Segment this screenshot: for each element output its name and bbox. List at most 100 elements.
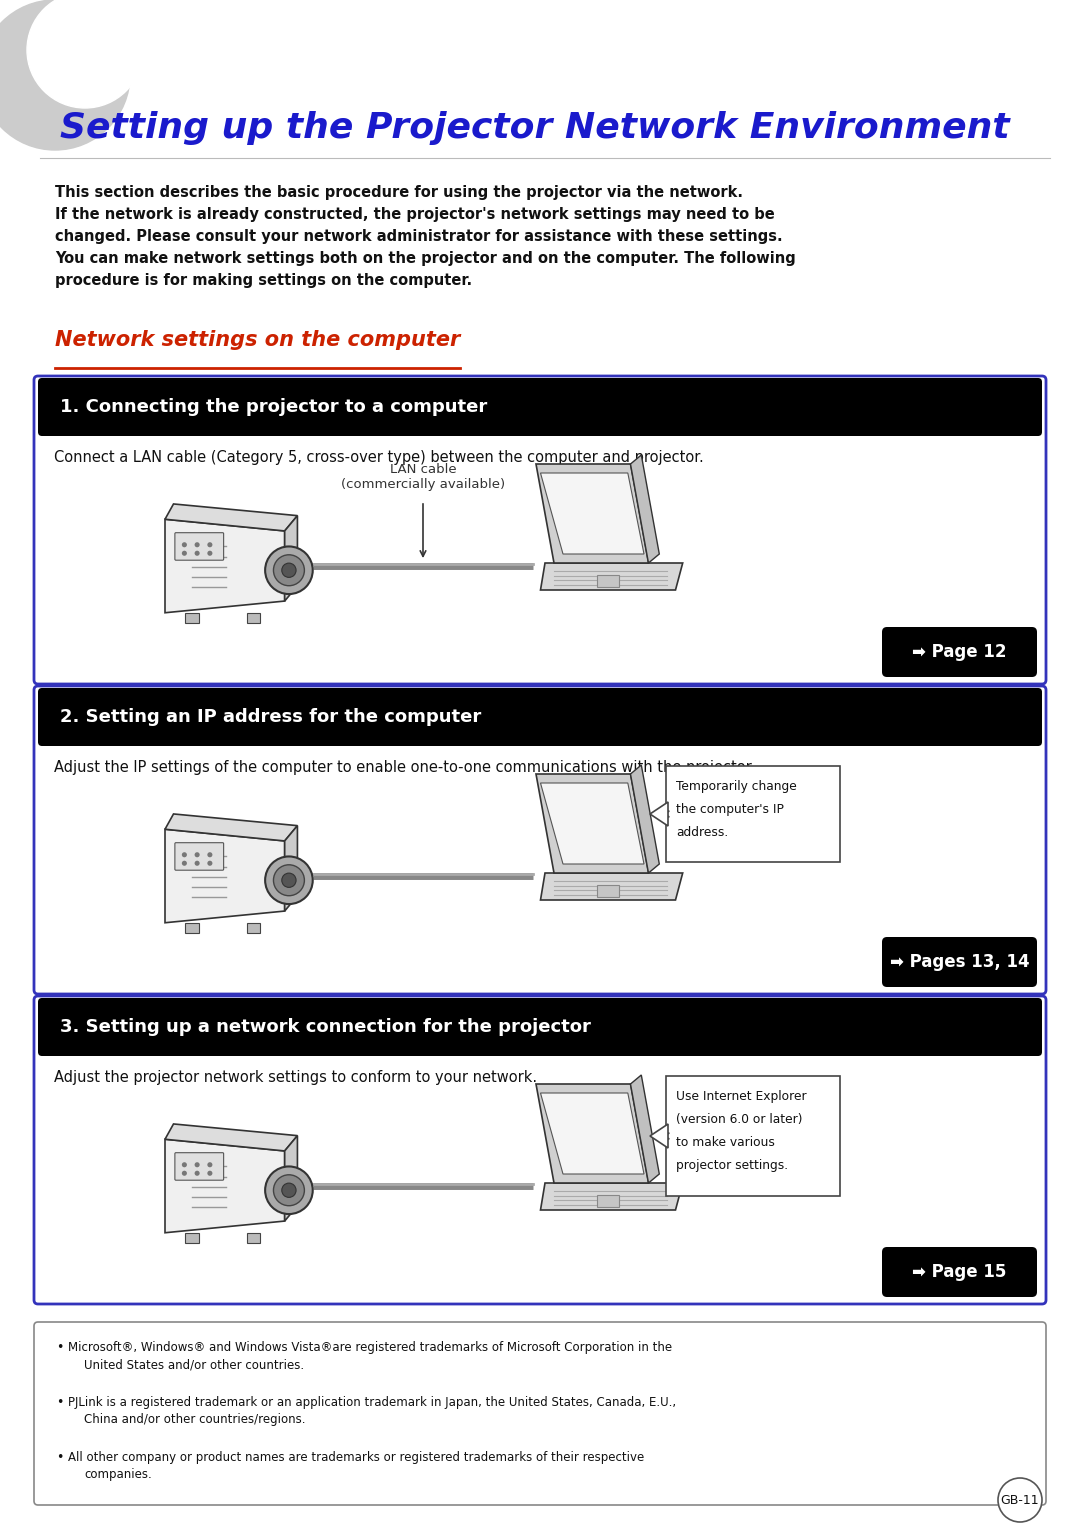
FancyBboxPatch shape (666, 767, 840, 863)
FancyBboxPatch shape (33, 997, 1047, 1305)
Text: •: • (56, 1396, 64, 1410)
Circle shape (181, 1170, 187, 1177)
Circle shape (207, 1170, 213, 1177)
Text: •: • (56, 1341, 64, 1353)
Bar (597, 575, 619, 587)
Circle shape (0, 0, 130, 149)
Text: United States and/or other countries.: United States and/or other countries. (84, 1358, 305, 1372)
Text: Microsoft®, Windows® and Windows Vista®are registered trademarks of Microsoft Co: Microsoft®, Windows® and Windows Vista®a… (68, 1341, 672, 1353)
Circle shape (265, 1166, 313, 1215)
Circle shape (194, 1170, 200, 1177)
Polygon shape (536, 774, 648, 873)
Text: to make various: to make various (676, 1135, 774, 1149)
Text: Setting up the Projector Network Environment: Setting up the Projector Network Environ… (60, 111, 1010, 145)
Circle shape (282, 873, 296, 887)
Text: address.: address. (676, 826, 728, 840)
Text: Network settings on the computer: Network settings on the computer (55, 331, 460, 351)
Polygon shape (540, 1183, 683, 1210)
FancyBboxPatch shape (38, 687, 1042, 747)
Text: •: • (56, 1451, 64, 1465)
Circle shape (998, 1478, 1042, 1522)
Text: Adjust the projector network settings to conform to your network.: Adjust the projector network settings to… (54, 1070, 537, 1085)
Circle shape (273, 1175, 305, 1205)
Text: changed. Please consult your network administrator for assistance with these set: changed. Please consult your network adm… (55, 229, 783, 244)
Bar (597, 885, 619, 898)
Text: Connect a LAN cable (Category 5, cross-over type) between the computer and proje: Connect a LAN cable (Category 5, cross-o… (54, 450, 704, 465)
Text: China and/or other countries/regions.: China and/or other countries/regions. (84, 1413, 306, 1426)
Polygon shape (540, 472, 644, 555)
Text: (version 6.0 or later): (version 6.0 or later) (676, 1113, 802, 1126)
Circle shape (27, 0, 143, 108)
Bar (246, 922, 260, 933)
Polygon shape (165, 1140, 285, 1233)
Circle shape (207, 852, 213, 858)
Polygon shape (631, 456, 659, 562)
Polygon shape (536, 463, 648, 562)
Polygon shape (165, 829, 285, 922)
Bar (597, 1195, 619, 1207)
Polygon shape (285, 515, 297, 600)
FancyBboxPatch shape (666, 1076, 840, 1196)
Polygon shape (285, 826, 297, 911)
Polygon shape (650, 1125, 669, 1148)
Polygon shape (165, 520, 285, 613)
Text: If the network is already constructed, the projector's network settings may need: If the network is already constructed, t… (55, 207, 774, 223)
Polygon shape (631, 1074, 659, 1183)
Circle shape (265, 547, 313, 594)
Text: All other company or product names are trademarks or registered trademarks of th: All other company or product names are t… (68, 1451, 645, 1465)
FancyBboxPatch shape (175, 1152, 224, 1180)
Polygon shape (540, 783, 644, 864)
Polygon shape (165, 814, 297, 841)
Circle shape (282, 1183, 296, 1198)
Text: the computer's IP: the computer's IP (676, 803, 784, 815)
Circle shape (181, 861, 187, 866)
Circle shape (194, 861, 200, 866)
Circle shape (194, 543, 200, 547)
Circle shape (181, 550, 187, 556)
Text: procedure is for making settings on the computer.: procedure is for making settings on the … (55, 273, 472, 288)
Text: GB-11: GB-11 (1001, 1494, 1039, 1507)
Circle shape (181, 543, 187, 547)
Text: projector settings.: projector settings. (676, 1158, 788, 1172)
FancyBboxPatch shape (175, 843, 224, 870)
Circle shape (273, 555, 305, 585)
Text: This section describes the basic procedure for using the projector via the netwo: This section describes the basic procedu… (55, 184, 743, 200)
FancyBboxPatch shape (33, 1321, 1047, 1506)
Bar (186, 613, 199, 623)
Text: ➡ Pages 13, 14: ➡ Pages 13, 14 (890, 952, 1029, 971)
FancyBboxPatch shape (38, 998, 1042, 1056)
Bar (246, 613, 260, 623)
Text: PJLink is a registered trademark or an application trademark in Japan, the Unite: PJLink is a registered trademark or an a… (68, 1396, 676, 1410)
Polygon shape (540, 1093, 644, 1173)
FancyBboxPatch shape (175, 533, 224, 561)
Polygon shape (285, 1135, 297, 1221)
Bar (186, 922, 199, 933)
Circle shape (194, 550, 200, 556)
Bar (246, 1233, 260, 1244)
FancyBboxPatch shape (882, 626, 1037, 677)
FancyBboxPatch shape (33, 376, 1047, 684)
FancyBboxPatch shape (882, 1247, 1037, 1297)
Polygon shape (540, 873, 683, 901)
Circle shape (194, 1163, 200, 1167)
Text: Adjust the IP settings of the computer to enable one-to-one communications with : Adjust the IP settings of the computer t… (54, 760, 755, 776)
Text: ➡ Page 12: ➡ Page 12 (913, 643, 1007, 661)
Circle shape (207, 543, 213, 547)
Text: You can make network settings both on the projector and on the computer. The fol: You can make network settings both on th… (55, 251, 796, 267)
Text: Temporarily change: Temporarily change (676, 780, 797, 792)
Polygon shape (540, 562, 683, 590)
Text: 2. Setting an IP address for the computer: 2. Setting an IP address for the compute… (60, 709, 482, 725)
Text: ➡ Page 15: ➡ Page 15 (913, 1263, 1007, 1282)
Text: 1. Connecting the projector to a computer: 1. Connecting the projector to a compute… (60, 398, 487, 416)
FancyBboxPatch shape (882, 937, 1037, 988)
Circle shape (207, 861, 213, 866)
Circle shape (194, 852, 200, 858)
Text: 3. Setting up a network connection for the projector: 3. Setting up a network connection for t… (60, 1018, 591, 1036)
Polygon shape (165, 1125, 297, 1151)
Circle shape (207, 1163, 213, 1167)
Polygon shape (631, 765, 659, 873)
Circle shape (181, 852, 187, 858)
Bar (186, 1233, 199, 1244)
FancyBboxPatch shape (33, 686, 1047, 994)
Text: LAN cable
(commercially available): LAN cable (commercially available) (341, 463, 505, 491)
